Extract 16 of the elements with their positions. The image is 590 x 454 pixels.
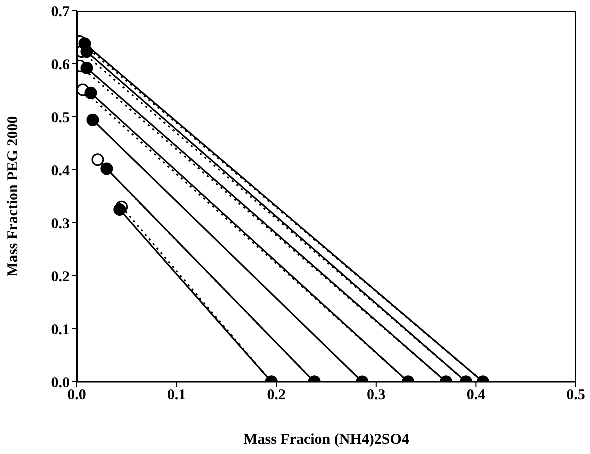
y-tick-label: 0.2 xyxy=(51,269,70,286)
y-tick-label: 0.4 xyxy=(51,163,70,180)
x-tick-label: 0.5 xyxy=(566,388,586,404)
x-axis-title: Mass Fracion (NH4)2SO4 xyxy=(244,432,410,448)
y-tick-label: 0.3 xyxy=(51,216,70,232)
x-tick-label: 0.0 xyxy=(68,388,86,404)
x-tick-label: 0.2 xyxy=(267,388,286,404)
y-tick-label: 0.0 xyxy=(51,375,70,392)
x-tick-label: 0.3 xyxy=(367,388,386,404)
y-tick-label: 0.5 xyxy=(51,110,70,126)
x-tick-label: 0.1 xyxy=(167,388,186,404)
x-tick-label: 0.4 xyxy=(466,388,486,404)
y-tick-label: 0.6 xyxy=(51,57,70,74)
y-tick-label: 0.1 xyxy=(51,322,70,338)
y-tick-label: 0.7 xyxy=(51,4,70,20)
y-axis-title: Mass Fraction PEG 2000 xyxy=(5,116,22,277)
